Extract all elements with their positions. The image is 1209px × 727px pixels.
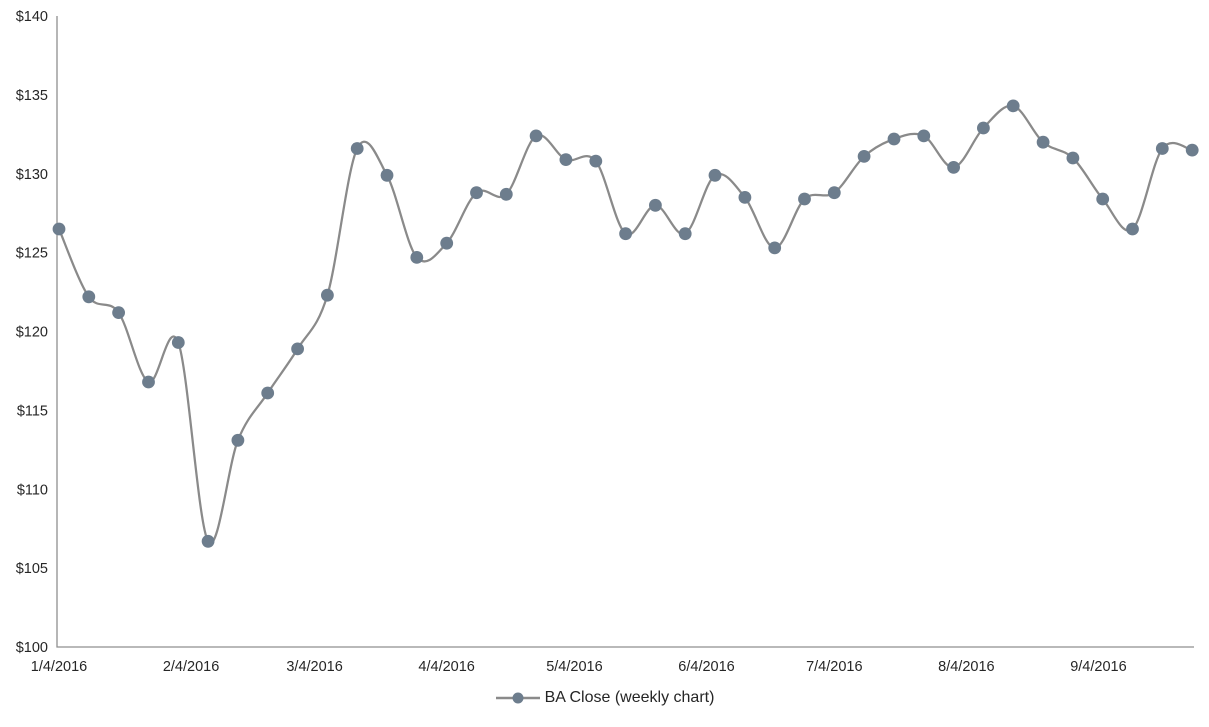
legend-marker-icon — [495, 692, 540, 704]
data-point-marker — [1036, 135, 1050, 149]
x-axis-tick-label: 7/4/2016 — [806, 659, 862, 675]
data-point-marker — [529, 129, 543, 143]
data-point-marker — [142, 375, 155, 389]
y-axis-tick-label: $105 — [16, 561, 48, 577]
x-axis-tick-label: 5/4/2016 — [546, 659, 602, 675]
data-point-marker — [1096, 192, 1110, 206]
data-point-marker — [678, 227, 692, 241]
data-point-marker — [171, 336, 185, 349]
data-point-marker — [470, 186, 483, 200]
data-point-marker — [798, 192, 811, 206]
data-point-marker — [82, 290, 96, 304]
data-point-marker — [708, 168, 722, 182]
y-axis-tick-label: $125 — [16, 246, 48, 262]
data-point-marker — [768, 241, 782, 255]
y-axis-tick-label: $110 — [17, 482, 48, 498]
data-point-marker — [380, 168, 394, 182]
data-point-marker — [52, 222, 66, 236]
y-axis-tick-label: $115 — [17, 403, 48, 419]
data-point-marker — [887, 132, 901, 146]
x-axis-tick-label: 8/4/2016 — [938, 659, 994, 675]
data-point-marker — [201, 534, 215, 548]
data-point-marker — [738, 191, 752, 204]
y-axis-tick-label: $135 — [16, 88, 48, 104]
x-axis-tick-label: 3/4/2016 — [286, 659, 342, 675]
data-point-marker — [1126, 222, 1139, 236]
data-point-marker — [261, 386, 275, 400]
data-point-marker — [291, 342, 304, 356]
x-axis-tick-label: 9/4/2016 — [1070, 659, 1126, 675]
data-point-marker — [231, 433, 245, 447]
data-point-marker — [857, 150, 871, 163]
data-point-marker — [112, 306, 125, 319]
series-line — [57, 104, 1194, 545]
x-axis-tick-label: 6/4/2016 — [678, 659, 734, 675]
data-point-marker — [1066, 151, 1080, 165]
axis-lines — [56, 16, 1194, 648]
data-point-marker — [827, 186, 841, 200]
data-point-marker — [917, 129, 931, 143]
data-point-marker — [321, 288, 334, 302]
y-axis-tick-label: $100 — [16, 640, 48, 656]
data-point-marker — [947, 161, 960, 174]
data-point-marker — [1185, 143, 1199, 157]
data-point-marker — [559, 153, 573, 167]
data-point-marker — [649, 198, 662, 212]
data-point-marker — [1155, 142, 1169, 155]
data-point-marker — [350, 142, 364, 155]
x-axis-tick-label: 4/4/2016 — [418, 659, 474, 675]
data-point-marker — [619, 227, 632, 241]
data-point-marker — [589, 154, 603, 168]
data-point-marker — [499, 187, 513, 201]
legend-series-label: BA Close (weekly chart) — [544, 689, 715, 706]
data-point-marker — [1006, 99, 1020, 113]
y-axis-tick-label: $140 — [16, 9, 48, 25]
data-point-marker — [977, 121, 990, 135]
legend: BA Close (weekly chart) — [0, 689, 1209, 707]
y-axis-tick-label: $120 — [16, 325, 48, 341]
y-axis-tick-label: $130 — [16, 167, 48, 183]
x-axis-tick-label: 1/4/2016 — [31, 659, 87, 675]
data-point-marker — [440, 236, 454, 250]
data-point-marker — [410, 251, 424, 264]
x-axis-tick-label: 2/4/2016 — [163, 659, 219, 675]
